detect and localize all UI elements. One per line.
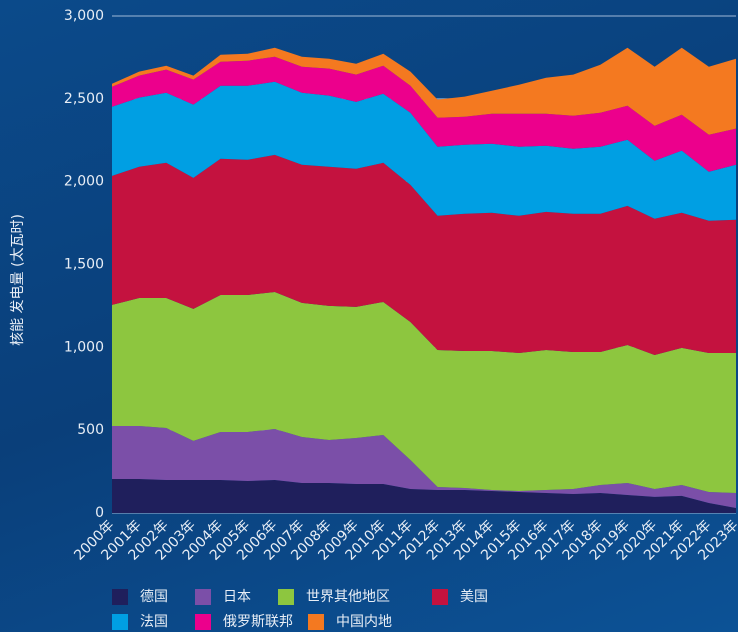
area xyxy=(112,426,736,509)
area xyxy=(112,56,736,172)
legend-label: 德国 xyxy=(140,589,168,605)
legend-label: 美国 xyxy=(460,589,488,605)
legend-swatch xyxy=(195,614,211,630)
legend-swatch xyxy=(432,589,448,605)
area xyxy=(112,479,736,513)
area xyxy=(112,292,736,493)
legend-label: 法国 xyxy=(140,614,168,630)
legend-label: 世界其他地区 xyxy=(306,589,390,605)
legend-label: 俄罗斯联邦 xyxy=(223,614,293,630)
y-tick-label: 0 xyxy=(95,505,104,521)
area xyxy=(112,81,736,221)
legend-swatch xyxy=(195,589,211,605)
y-tick-label: 2,000 xyxy=(64,174,104,190)
y-axis-label: 核能 发电量 (太瓦时) xyxy=(10,214,26,346)
legend-label: 中国内地 xyxy=(336,614,392,630)
legend-swatch xyxy=(278,589,294,605)
legend-swatch xyxy=(112,589,128,605)
area xyxy=(112,47,736,135)
legend-label: 日本 xyxy=(223,589,251,605)
y-tick-label: 3,000 xyxy=(64,8,104,24)
area xyxy=(112,154,736,355)
legend-swatch xyxy=(308,614,324,630)
legend-swatch xyxy=(112,614,128,630)
y-tick-label: 500 xyxy=(77,422,104,438)
y-tick-label: 1,500 xyxy=(64,257,104,273)
y-tick-label: 1,000 xyxy=(64,339,104,355)
y-tick-label: 2,500 xyxy=(64,91,104,107)
